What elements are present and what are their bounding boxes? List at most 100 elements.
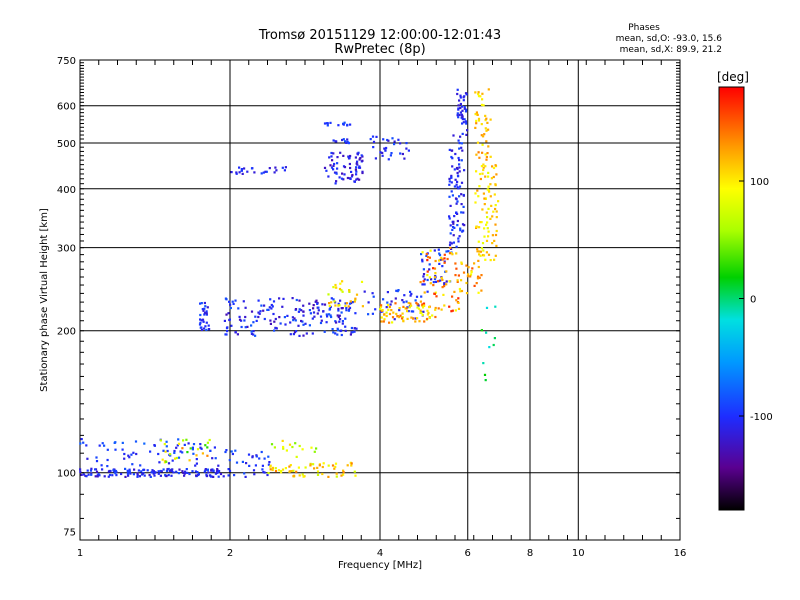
echo-point — [225, 327, 229, 330]
echo-point — [492, 210, 495, 213]
echo-point — [189, 447, 192, 450]
echo-point — [208, 438, 211, 442]
echo-point — [380, 304, 383, 307]
echo-point — [342, 471, 345, 474]
echo-point — [332, 331, 335, 334]
echo-point — [386, 301, 389, 304]
echo-point — [301, 473, 304, 476]
echo-point — [316, 302, 319, 305]
echo-point — [114, 441, 117, 444]
echo-point — [261, 464, 264, 467]
echo-point — [443, 260, 446, 263]
echo-point — [253, 171, 256, 174]
echo-point — [246, 170, 249, 173]
echo-point — [450, 155, 453, 159]
echo-point — [434, 272, 437, 275]
echo-point — [383, 147, 386, 150]
echo-point — [271, 305, 274, 308]
echo-point — [484, 165, 487, 168]
echo-point — [215, 471, 218, 475]
echo-point — [230, 171, 233, 174]
echo-point — [460, 193, 463, 196]
echo-point — [456, 88, 459, 91]
echo-point — [238, 318, 242, 321]
echo-point — [345, 309, 348, 312]
echo-point — [131, 463, 134, 466]
echo-point — [461, 230, 464, 233]
echo-point — [483, 197, 486, 200]
echo-point — [390, 152, 393, 155]
echo-point — [372, 295, 375, 298]
echo-point — [386, 138, 389, 142]
echo-point — [489, 155, 492, 158]
echo-point — [137, 469, 140, 472]
echo-point — [477, 151, 480, 154]
echo-point — [440, 308, 443, 311]
echo-point — [481, 172, 484, 175]
echo-point — [149, 475, 152, 478]
echo-point — [204, 444, 207, 447]
echo-point — [355, 173, 358, 176]
echo-point — [212, 475, 215, 478]
echo-point — [336, 156, 339, 159]
echo-point — [455, 299, 458, 302]
echo-point — [115, 474, 118, 477]
echo-point — [457, 307, 461, 310]
echo-point — [85, 475, 88, 478]
echo-point — [238, 171, 241, 174]
echo-point — [481, 151, 484, 154]
echo-point — [335, 140, 338, 143]
echo-point — [479, 95, 482, 98]
echo-point — [494, 204, 497, 207]
echo-point — [201, 308, 204, 311]
echo-point — [337, 307, 340, 310]
echo-point — [460, 262, 463, 265]
echo-point — [197, 473, 200, 476]
echo-point — [341, 307, 344, 310]
echo-point — [425, 253, 428, 256]
echo-point — [267, 308, 270, 311]
echo-point — [247, 453, 251, 456]
echo-point — [203, 313, 206, 316]
echo-point — [482, 254, 486, 257]
echo-point — [361, 170, 364, 173]
echo-point — [451, 228, 454, 231]
echo-point — [205, 310, 208, 313]
echo-point — [86, 469, 89, 472]
echo-point — [482, 104, 485, 107]
echo-point — [456, 279, 459, 282]
echo-point — [216, 468, 219, 471]
echo-point — [79, 468, 82, 471]
echo-point — [448, 280, 451, 283]
chart-title: Tromsø 20151129 12:00:00-12:01:43 — [258, 28, 501, 43]
echo-point — [403, 157, 406, 160]
echo-point — [494, 254, 497, 257]
echo-point — [342, 473, 345, 476]
echo-point — [398, 309, 401, 312]
echo-point — [330, 166, 334, 169]
echo-point — [476, 189, 479, 192]
echo-point — [490, 177, 493, 180]
echo-point — [450, 310, 453, 313]
echo-point — [457, 116, 460, 119]
echo-point — [454, 262, 457, 265]
echo-point — [291, 445, 294, 449]
echo-point — [309, 464, 312, 467]
echo-point — [405, 307, 408, 310]
y-tick-label: 300 — [57, 244, 76, 255]
echo-point — [390, 309, 393, 312]
echo-point — [393, 140, 396, 143]
echo-point — [301, 448, 304, 451]
echo-point — [252, 330, 255, 333]
echo-point — [226, 330, 229, 333]
echo-point — [243, 319, 246, 322]
echo-point — [228, 300, 231, 303]
echo-point — [421, 251, 424, 254]
echo-point — [94, 475, 97, 478]
echo-point — [260, 450, 263, 454]
echo-point — [333, 171, 337, 174]
echo-point — [327, 293, 330, 296]
echo-point — [379, 306, 383, 309]
echo-point — [335, 286, 338, 289]
echo-point — [478, 226, 481, 229]
